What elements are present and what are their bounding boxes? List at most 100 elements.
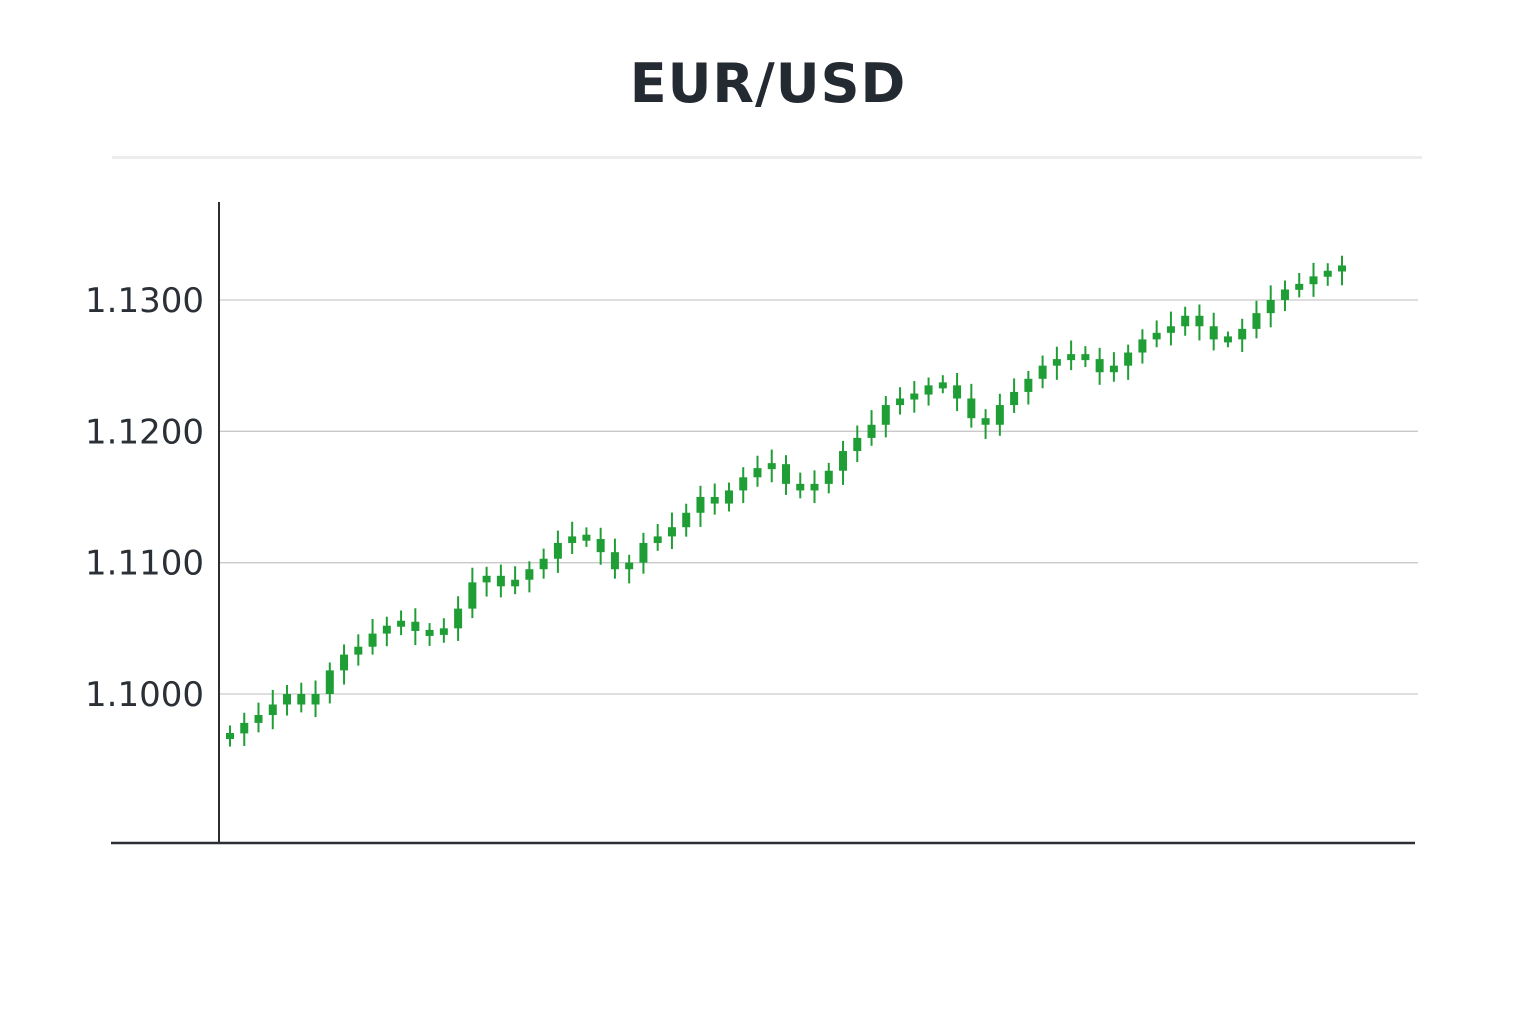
candle-body — [610, 552, 619, 570]
candle — [454, 596, 463, 641]
candle-body — [967, 398, 976, 419]
candle — [824, 462, 833, 494]
candle — [1124, 344, 1133, 380]
candle-body — [710, 497, 719, 504]
candle-body — [226, 733, 234, 740]
candle-body — [382, 625, 391, 634]
candle — [525, 561, 534, 593]
candle — [1052, 346, 1061, 380]
candle-body — [981, 418, 990, 425]
candle-body — [411, 621, 420, 631]
candle — [468, 567, 477, 619]
candle-body — [881, 405, 890, 425]
candle — [1095, 347, 1104, 385]
candle — [967, 383, 976, 428]
candle-body — [325, 670, 334, 694]
candle-body — [924, 385, 933, 395]
candle-body — [1295, 283, 1304, 290]
candle-body — [582, 534, 591, 541]
candle-body — [853, 437, 862, 452]
candle — [1138, 329, 1147, 364]
candle — [1081, 346, 1090, 367]
candle-body — [1223, 336, 1232, 343]
candle-body — [1338, 265, 1346, 272]
candle-body — [425, 629, 434, 636]
candle-body — [739, 477, 748, 491]
candle-body — [525, 569, 534, 580]
candle-body — [1195, 315, 1204, 327]
candle-body — [1323, 270, 1332, 277]
candle-body — [482, 575, 491, 583]
candle — [226, 725, 234, 747]
candle-body — [639, 542, 648, 563]
candle — [610, 538, 619, 579]
candle-body — [439, 628, 448, 635]
candle-body — [1252, 313, 1261, 329]
candle-body — [824, 470, 833, 484]
candle — [910, 381, 919, 413]
candle-body — [468, 582, 477, 609]
candle-body — [283, 694, 292, 705]
candle-body — [667, 527, 676, 537]
candle-body — [796, 483, 805, 491]
candle — [596, 527, 605, 565]
candle-body — [1238, 328, 1247, 340]
candle-body — [782, 464, 790, 484]
y-tick-label: 1.1200 — [85, 412, 204, 452]
candle — [1181, 306, 1190, 336]
candle — [1038, 355, 1047, 389]
candle — [411, 608, 420, 646]
candle — [653, 524, 662, 551]
candle — [1024, 370, 1033, 405]
candle-body — [340, 654, 349, 671]
candle-body — [682, 512, 691, 528]
candle — [682, 503, 691, 537]
candle — [867, 410, 876, 446]
candle — [496, 564, 505, 598]
candle — [553, 530, 562, 573]
candle — [311, 680, 320, 718]
candle — [853, 425, 862, 463]
candle — [1252, 300, 1261, 339]
candle — [667, 512, 676, 550]
candle-body — [1052, 359, 1061, 366]
candle — [1209, 312, 1218, 351]
candle-body — [1095, 359, 1104, 373]
axes — [111, 202, 1415, 845]
candle — [938, 375, 947, 394]
candle — [896, 387, 905, 415]
candle — [397, 610, 406, 636]
candle — [1338, 255, 1346, 286]
candle — [782, 455, 790, 495]
candle — [340, 644, 349, 685]
candle — [696, 485, 705, 527]
candle — [1109, 352, 1118, 382]
candle-body — [240, 722, 249, 734]
candle — [1166, 311, 1175, 346]
candle-body — [268, 704, 277, 716]
candle — [810, 470, 819, 504]
candle-body — [867, 424, 876, 438]
candle — [482, 566, 491, 597]
candle-body — [1209, 326, 1218, 340]
candle — [1309, 262, 1318, 297]
candle — [924, 377, 933, 406]
candle-body — [910, 393, 919, 400]
candle-body — [254, 715, 263, 723]
candle-body — [1280, 289, 1289, 300]
candle — [639, 532, 648, 574]
candle — [753, 455, 762, 487]
candle-body — [953, 385, 962, 399]
candle-body — [724, 490, 733, 504]
candle-body — [1081, 354, 1090, 361]
candle-body — [454, 608, 463, 629]
y-tick-label: 1.1100 — [85, 544, 204, 584]
candle — [839, 440, 848, 485]
candle — [1195, 304, 1204, 341]
candle-body — [896, 398, 905, 406]
y-tick-label: 1.1000 — [85, 675, 204, 715]
candle — [995, 393, 1004, 436]
candle — [739, 467, 748, 504]
candle-body — [1038, 365, 1047, 379]
